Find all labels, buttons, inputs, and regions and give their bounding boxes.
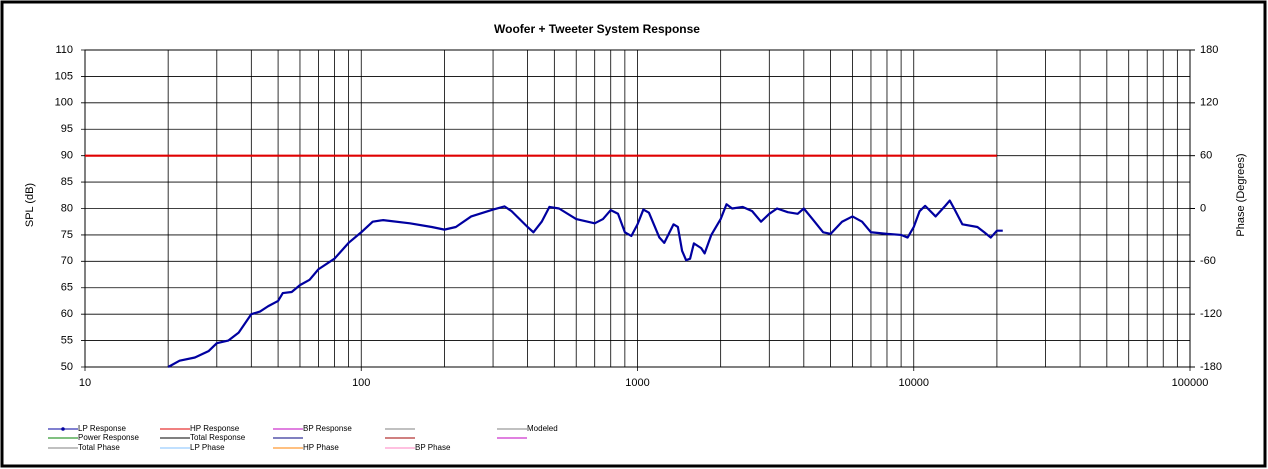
x-tick-label: 10	[79, 377, 91, 389]
legend-label: LP Response	[78, 424, 126, 433]
legend-label: BP Response	[303, 424, 352, 433]
x-tick-label: 10000	[898, 377, 929, 389]
x-tick-label: 100	[352, 377, 370, 389]
legend-label: HP Phase	[303, 443, 339, 452]
series-line	[167, 199, 1003, 368]
y-tick-label: 95	[61, 123, 73, 135]
y-tick-label: 50	[61, 361, 73, 373]
x-tick-label: 1000	[625, 377, 649, 389]
legend-label: Total Response	[190, 433, 246, 442]
legend-label: BP Phase	[415, 443, 451, 452]
y2-axis-label: Phase (Degrees)	[1235, 153, 1247, 236]
legend-label: HP Response	[190, 424, 240, 433]
legend-label: Total Phase	[78, 443, 120, 452]
y-tick-label: 80	[61, 202, 73, 214]
chart-title: Woofer + Tweeter System Response	[494, 22, 700, 36]
y-tick-label: 105	[55, 70, 73, 82]
unnamed-legend-glyphs	[273, 428, 527, 439]
legend-label: LP Phase	[190, 443, 225, 452]
y-tick-label: 85	[61, 176, 73, 188]
y2-tick-label: -120	[1200, 308, 1222, 320]
y-tick-label: 70	[61, 255, 73, 267]
y2-tick-label: 0	[1200, 202, 1206, 214]
y2-tick-label: 120	[1200, 97, 1218, 109]
legend-label: Power Response	[78, 433, 139, 442]
y-tick-label: 90	[61, 150, 73, 162]
legend-label: Modeled	[527, 424, 558, 433]
y-tick-label: 110	[55, 44, 73, 56]
y-tick-label: 65	[61, 282, 73, 294]
legend-marker	[61, 427, 65, 431]
y2-tick-label: -180	[1200, 361, 1222, 373]
y-axis-label: SPL (dB)	[24, 183, 36, 227]
y2-tick-label: 180	[1200, 44, 1218, 56]
x-tick-label: 100000	[1172, 377, 1209, 389]
y-tick-label: 100	[55, 97, 73, 109]
y-tick-label: 75	[61, 229, 73, 241]
y-tick-label: 55	[61, 334, 73, 346]
y2-tick-label: -60	[1200, 255, 1216, 267]
y2-tick-label: 60	[1200, 150, 1212, 162]
y-tick-label: 60	[61, 308, 73, 320]
